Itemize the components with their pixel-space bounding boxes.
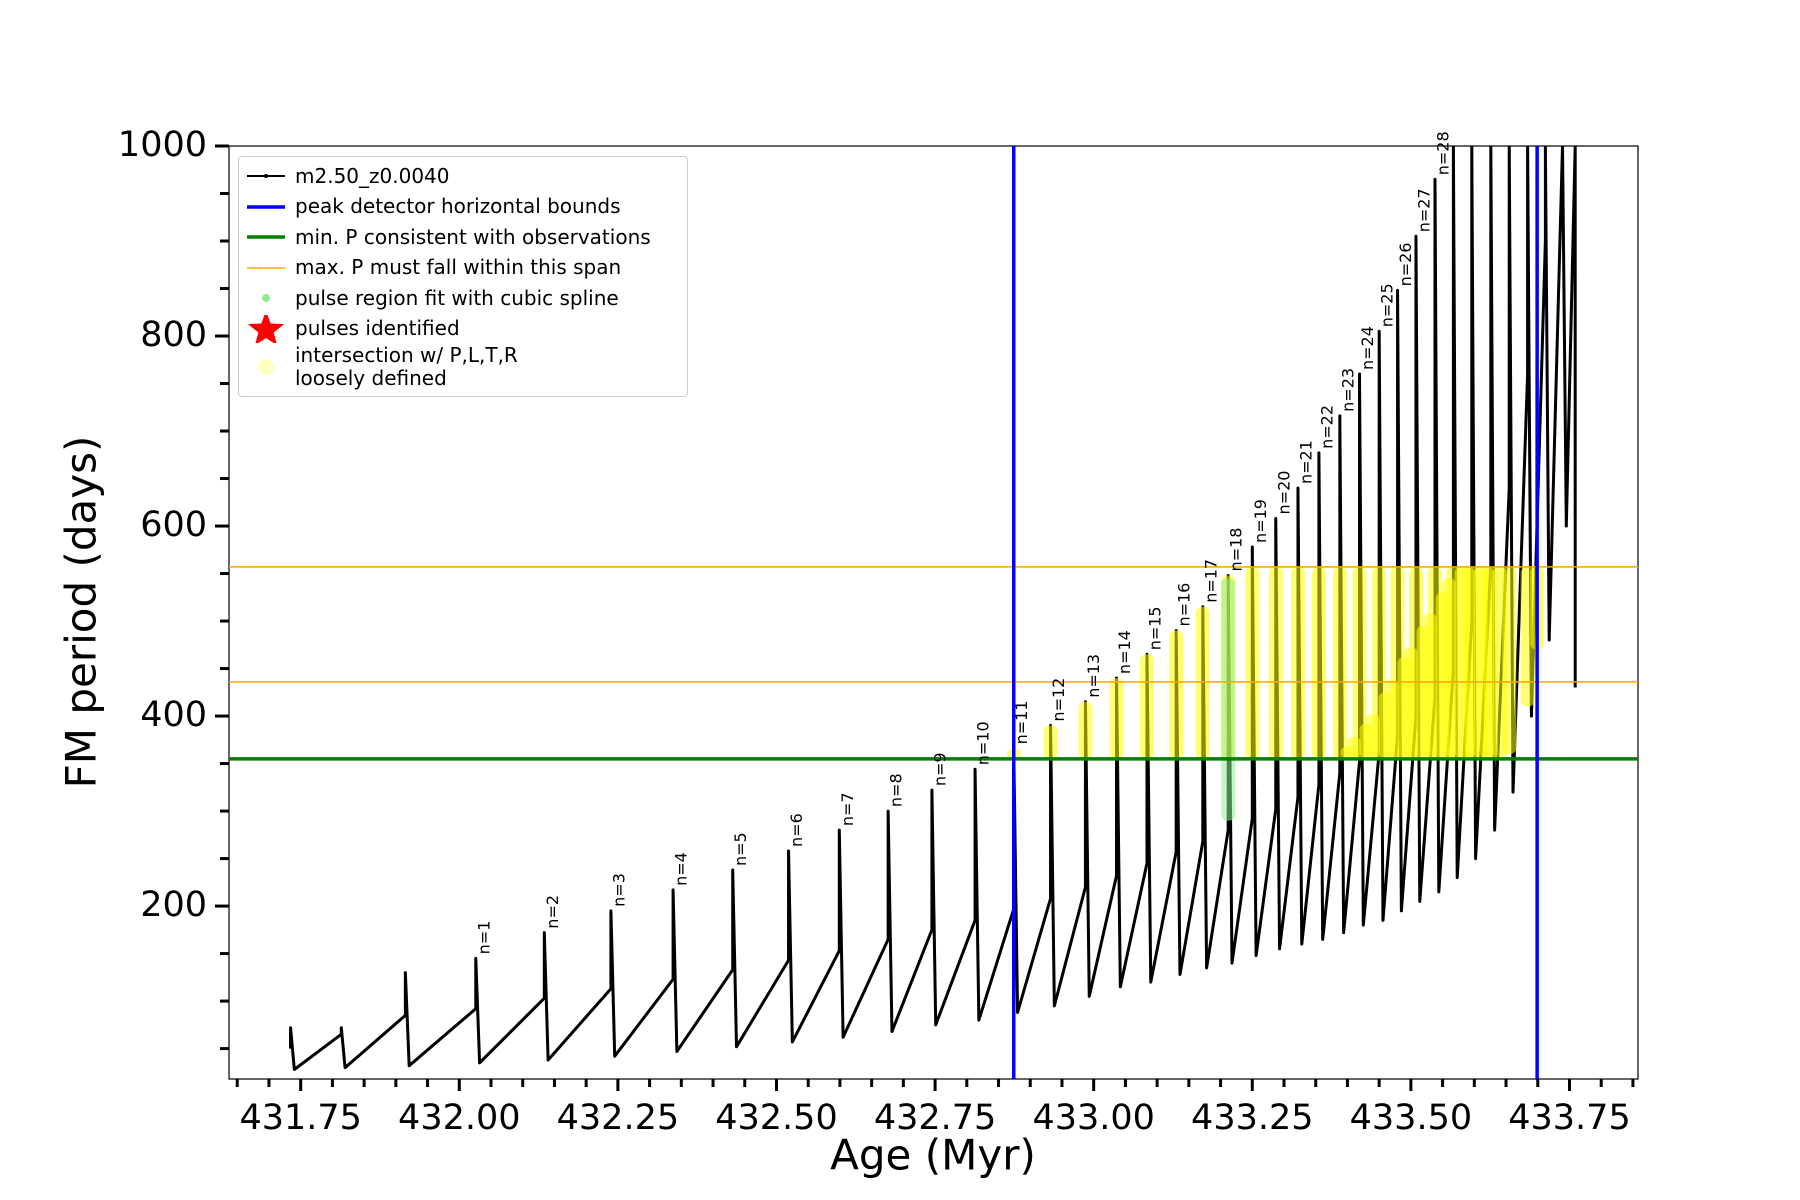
- legend-marker: [247, 174, 285, 179]
- x-tick-label: 433.50: [1350, 1098, 1472, 1138]
- x-tick-label: 433.75: [1508, 1098, 1630, 1138]
- pulse-label: n=16: [1175, 583, 1194, 627]
- pulse-label: n=6: [787, 813, 806, 847]
- legend-symbol: [262, 294, 270, 303]
- plot-frame: [228, 145, 1639, 1080]
- pulse-label: n=21: [1296, 440, 1315, 484]
- pulse-label: n=27: [1414, 188, 1433, 232]
- x-tick-label: 433.00: [1032, 1098, 1154, 1138]
- data-line: [289, 146, 1577, 1071]
- pulse-label: n=25: [1378, 283, 1397, 327]
- legend-label: peak detector horizontal bounds: [295, 194, 621, 219]
- pulse-label: n=14: [1115, 630, 1134, 674]
- range-band: [1384, 679, 1399, 759]
- range-band: [1352, 566, 1367, 759]
- pulse-label: n=12: [1049, 678, 1068, 722]
- y-axis-label: FM period (days): [57, 436, 106, 789]
- range-band: [1346, 736, 1361, 759]
- pulse-label: n=7: [838, 792, 857, 826]
- legend-marker: [247, 235, 285, 239]
- range-band: [1109, 678, 1124, 759]
- pulse-label: n=10: [974, 721, 993, 765]
- pulse-label: n=5: [731, 832, 750, 866]
- range-band: [1403, 647, 1418, 759]
- pulse-label: n=19: [1251, 499, 1270, 543]
- range-band: [1268, 566, 1283, 759]
- data-layer: [229, 146, 1638, 1079]
- pulse-label: n=1: [474, 921, 493, 955]
- x-tick-label: 432.50: [715, 1098, 837, 1138]
- pulse-label: n=26: [1396, 243, 1415, 287]
- legend-label: max. P must fall within this span: [295, 255, 622, 280]
- legend-label: m2.50_z0.0040: [295, 163, 450, 188]
- y-tick-label: 400: [140, 695, 207, 735]
- pulse-label: n=3: [609, 873, 628, 907]
- x-tick-label: 432.25: [557, 1098, 679, 1138]
- pulse-label: n=23: [1338, 368, 1357, 412]
- y-tick-label: 200: [140, 885, 207, 925]
- legend-entry: m2.50_z0.0040: [239, 161, 687, 192]
- x-axis-label: Age (Myr): [830, 1131, 1036, 1180]
- pulse-label: n=9: [930, 752, 949, 786]
- range-band: [1492, 566, 1507, 759]
- pulse-label: n=20: [1274, 471, 1293, 515]
- legend-entry: intersection w/ P,L,T,R loosely defined: [239, 344, 687, 390]
- y-tick-label: 600: [140, 505, 207, 545]
- legend-label: pulse region fit with cubic spline: [295, 285, 619, 310]
- range-band: [1422, 613, 1437, 759]
- range-band: [1078, 701, 1093, 759]
- range-band: [1365, 714, 1380, 759]
- range-band: [1139, 654, 1154, 759]
- legend-entry: peak detector horizontal bounds: [239, 192, 687, 223]
- y-tick-label: 1000: [118, 125, 207, 165]
- range-band: [1332, 566, 1347, 759]
- range-band: [1169, 630, 1184, 759]
- pulse-label: n=22: [1317, 405, 1336, 449]
- range-band: [1480, 566, 1495, 759]
- pulse-label: n=17: [1201, 559, 1220, 603]
- pulse-label: n=2: [543, 895, 562, 929]
- x-tick-label: 433.25: [1191, 1098, 1313, 1138]
- range-band: [1311, 566, 1326, 759]
- legend-label: intersection w/ P,L,T,R loosely defined: [295, 343, 518, 390]
- x-tick-label: 432.75: [874, 1098, 996, 1138]
- range-band: [1195, 606, 1210, 759]
- range-band: [1441, 578, 1456, 759]
- legend-entry: pulses identified: [239, 314, 687, 345]
- axes-layer: 431.75 432.00 432.25 432.50 432.75 433.00 433.…: [118, 125, 1635, 1138]
- y-tick-label: 800: [140, 315, 207, 355]
- legend-marker: [258, 359, 274, 375]
- pulse-label: n=28: [1433, 131, 1452, 175]
- range-band: [1043, 725, 1058, 759]
- legend-marker: [262, 294, 270, 303]
- legend-label: min. P consistent with observations: [295, 224, 651, 249]
- x-tick-label: 432.00: [398, 1098, 520, 1138]
- range-band: [1221, 578, 1236, 821]
- legend-marker: [247, 205, 285, 209]
- legend-marker: [247, 267, 285, 269]
- x-tick-label: 431.75: [239, 1098, 361, 1138]
- legend-marker: [247, 314, 285, 343]
- legend-symbol: [258, 359, 274, 375]
- range-band: [1460, 566, 1475, 759]
- pulse-label: n=24: [1358, 326, 1377, 370]
- legend-entry: pulse region fit with cubic spline: [239, 283, 687, 314]
- pulse-label: n=15: [1145, 606, 1164, 650]
- pulse-label: n=8: [887, 773, 906, 807]
- legend-label: pulses identified: [295, 316, 460, 341]
- legend-entry: min. P consistent with observations: [239, 222, 687, 253]
- pulse-label: n=13: [1084, 654, 1103, 698]
- pulse-label: n=18: [1227, 528, 1246, 572]
- pulse-label: n=11: [1012, 700, 1031, 744]
- pulse-label: n=4: [672, 852, 691, 886]
- legend-entry: max. P must fall within this span: [239, 253, 687, 284]
- legend-symbol: [247, 314, 285, 343]
- legend-symbol: [264, 174, 268, 179]
- range-band: [1245, 566, 1260, 759]
- range-band: [1290, 566, 1305, 759]
